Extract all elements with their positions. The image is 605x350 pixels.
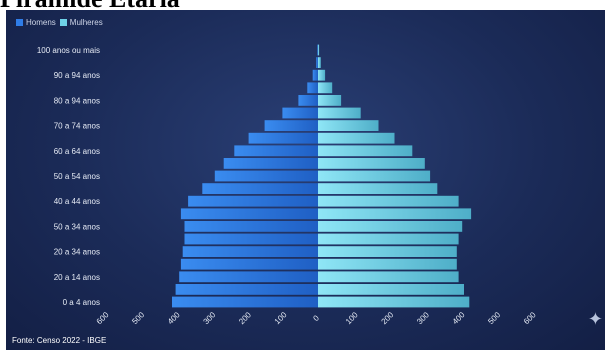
x-tick-label: 500 [130, 310, 146, 326]
bar-men [264, 120, 318, 131]
bar-women [318, 284, 464, 295]
category-label: 50 a 54 anos [54, 172, 100, 181]
legend-label-women: Mulheres [69, 18, 103, 27]
page-title: Pirâmide Etária [0, 0, 180, 14]
x-tick-label: 0 [311, 313, 321, 323]
bar-men [317, 44, 318, 56]
x-tick-label: 300 [202, 310, 218, 326]
x-tick-label: 100 [344, 310, 360, 326]
x-tick-label: 200 [237, 310, 253, 326]
category-label: 20 a 34 anos [54, 248, 100, 257]
x-tick-label: 200 [380, 310, 396, 326]
category-label: 0 a 4 anos [63, 298, 100, 307]
bar-women [318, 208, 472, 220]
bar-women [318, 221, 463, 232]
x-tick-label: 300 [415, 310, 431, 326]
bar-men [248, 132, 318, 144]
bar-men [179, 271, 318, 283]
legend-item-women: Mulheres [59, 18, 103, 27]
sparkle-icon: ✦ [587, 309, 603, 329]
population-pyramid-chart: 100 anos ou mais 90 a 94 anos 80 a 94 anos… [37, 44, 538, 326]
bar-women [318, 57, 321, 68]
legend-swatch-men [16, 19, 23, 26]
bar-women [318, 120, 379, 131]
bar-men [184, 221, 318, 232]
bar-women [318, 246, 457, 257]
bar-women [318, 195, 459, 207]
bar-men [223, 158, 318, 169]
legend-item-men: Homens [16, 18, 56, 27]
bar-men [234, 145, 318, 157]
bar-women [318, 271, 459, 283]
bar-women [318, 158, 425, 169]
bar-women [318, 82, 333, 94]
bar-men [316, 57, 318, 68]
chart-legend: Homens Mulheres [16, 18, 103, 27]
bar-women [318, 296, 470, 308]
category-label: 60 a 64 anos [54, 147, 100, 156]
x-tick-label: 100 [273, 310, 289, 326]
bar-women [318, 132, 395, 144]
category-label: 70 a 74 anos [54, 122, 100, 131]
x-tick-label: 400 [166, 310, 182, 326]
category-label: 50 a 34 anos [54, 222, 100, 231]
chart-panel: Homens Mulheres 100 anos ou mais 90 a 94 … [6, 10, 605, 350]
x-tick-label: 600 [522, 310, 538, 326]
source-note: Fonte: Censo 2022 - IBGE [12, 336, 107, 345]
bar-men [180, 258, 318, 270]
bar-men [202, 183, 318, 194]
bar-men [188, 195, 318, 207]
bar-women [318, 145, 413, 157]
x-tick-label: 400 [451, 310, 467, 326]
bar-men [282, 107, 318, 119]
bar-men [172, 296, 318, 308]
bar-men [307, 82, 318, 94]
bar-women [318, 107, 361, 119]
legend-swatch-women [59, 19, 67, 26]
bar-men [175, 284, 318, 295]
legend-label-men: Homens [26, 18, 56, 27]
bar-women [318, 258, 457, 270]
bar-women [318, 183, 438, 194]
bar-women [318, 69, 326, 81]
bar-men [214, 170, 318, 182]
x-tick-label: 500 [486, 310, 502, 326]
category-label: 40 a 44 anos [54, 197, 100, 206]
bar-men [180, 208, 318, 220]
bar-men [184, 233, 318, 245]
bar-women [318, 233, 459, 245]
category-label: 90 a 94 anos [54, 71, 100, 80]
bar-women [318, 95, 342, 106]
bar-men [312, 69, 318, 81]
x-tick-label: 600 [95, 310, 111, 326]
category-label: 80 a 94 anos [54, 96, 100, 105]
category-label: 100 anos ou mais [37, 46, 100, 55]
bar-women [318, 170, 431, 182]
bar-women [318, 44, 320, 56]
bar-men [182, 246, 318, 257]
category-label: 20 a 14 anos [54, 273, 100, 282]
bar-men [298, 95, 318, 106]
